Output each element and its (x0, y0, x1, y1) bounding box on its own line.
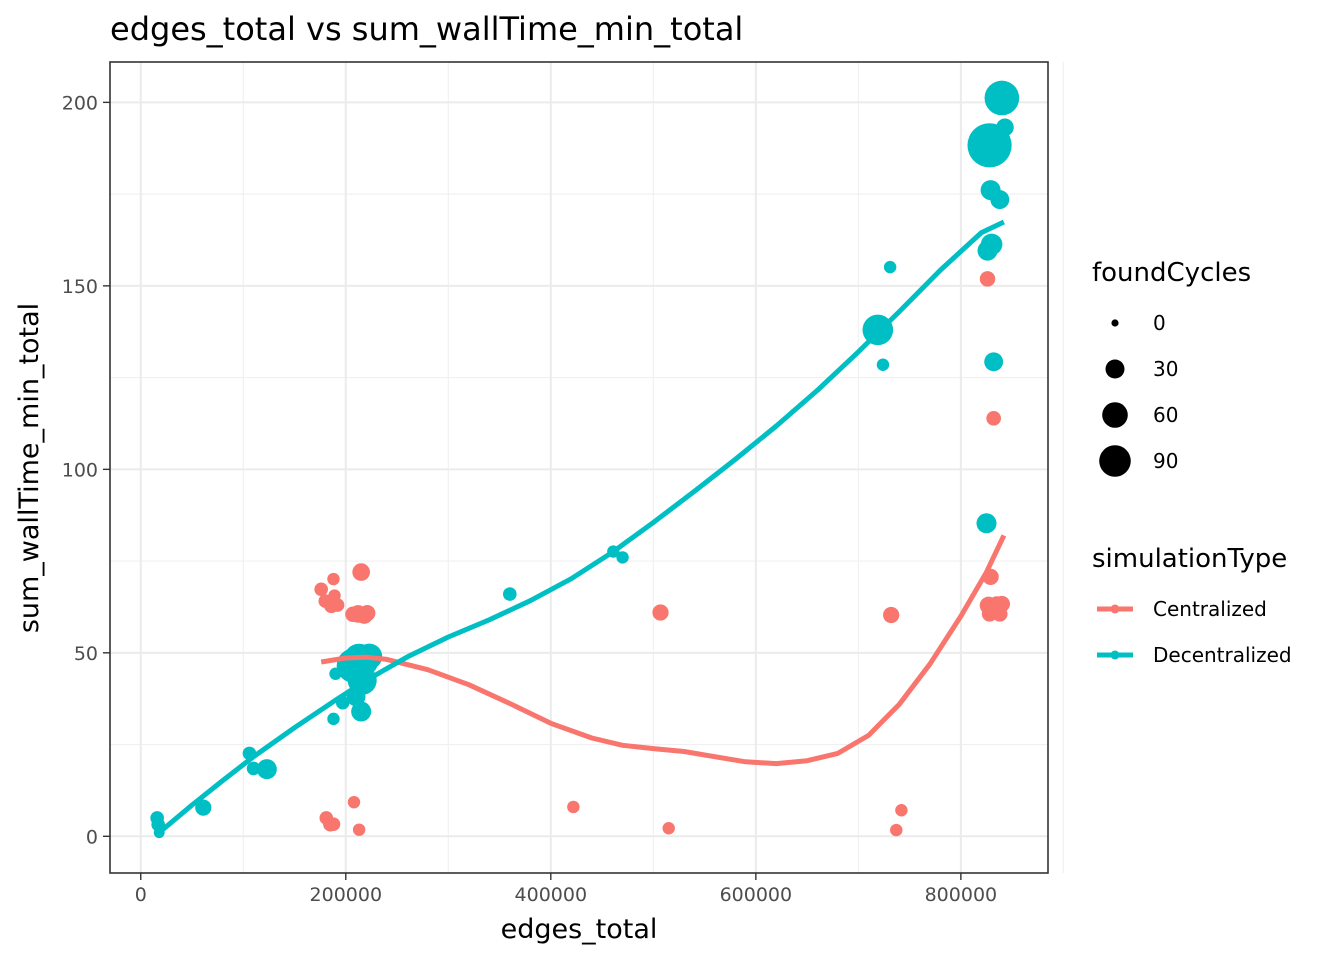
smooth-line-centralized (320, 534, 1007, 767)
x-tick-label: 600000 (720, 884, 793, 906)
chart-title: edges_total vs sum_wallTime_min_total (110, 10, 743, 48)
data-point-decentralized (246, 761, 261, 776)
x-axis-title: edges_total (501, 914, 658, 945)
plot-panel (110, 62, 1048, 873)
plot-border (109, 61, 1049, 874)
x-tick-label: 0 (135, 884, 147, 906)
legend-color-label: Centralized (1153, 597, 1267, 621)
grid-lines (110, 62, 1064, 873)
data-point-decentralized (195, 799, 212, 816)
data-point-centralized (567, 800, 580, 814)
legend-size-label: 60 (1153, 403, 1178, 427)
legend-color-key-dot (1110, 650, 1120, 660)
legend-color-label: Decentralized (1153, 643, 1292, 667)
legend-size-label: 30 (1153, 357, 1178, 381)
data-point-centralized (314, 582, 328, 597)
data-point-centralized (359, 605, 376, 622)
data-point-decentralized (984, 352, 1004, 372)
data-point-centralized (883, 606, 900, 624)
data-point-centralized (652, 604, 669, 621)
data-point-decentralized (977, 240, 998, 261)
data-point-centralized (979, 271, 996, 287)
y-tick-label: 100 (62, 459, 98, 481)
legend-color-key-dot (1110, 604, 1120, 614)
x-tick-label: 800000 (925, 884, 998, 906)
legend-size-key (1111, 319, 1119, 327)
data-point-centralized (326, 817, 341, 831)
y-axis-title: sum_wallTime_min_total (14, 303, 45, 633)
data-point-centralized (662, 822, 675, 835)
data-point-decentralized (502, 587, 517, 601)
data-point-centralized (895, 804, 908, 817)
data-point-centralized (352, 823, 366, 836)
legend-simulation-type: simulationType Centralized Decentralized (1092, 544, 1292, 667)
data-point-decentralized (256, 759, 277, 780)
data-point-centralized (327, 572, 340, 586)
data-point-decentralized (990, 190, 1010, 210)
legend-size-title: foundCycles (1092, 258, 1251, 288)
data-point-centralized (890, 823, 903, 837)
x-tick-label: 200000 (310, 884, 383, 906)
legend-size-key (1102, 402, 1128, 428)
y-axis: 0 50 100 150 200 (62, 92, 110, 848)
y-tick-label: 150 (62, 276, 98, 298)
data-point-centralized (992, 606, 1008, 622)
data-point-decentralized (883, 260, 897, 274)
legend-size-key (1105, 359, 1125, 379)
data-point-centralized (986, 411, 1001, 426)
y-tick-label: 0 (86, 826, 98, 848)
data-point-decentralized (616, 551, 629, 564)
data-point-decentralized (329, 667, 342, 680)
data-point-decentralized (327, 712, 340, 726)
data-point-centralized (352, 563, 370, 581)
data-point-centralized (347, 795, 361, 809)
data-point-decentralized (876, 358, 890, 371)
smooth-lines (157, 219, 1007, 835)
data-point-decentralized (976, 513, 997, 534)
data-point-centralized (328, 589, 341, 602)
legend-size-label: 0 (1153, 311, 1166, 335)
y-tick-label: 50 (74, 643, 98, 665)
data-point-decentralized (984, 80, 1020, 116)
data-point-centralized (345, 606, 361, 623)
x-tick-label: 400000 (515, 884, 588, 906)
legend-color-title: simulationType (1092, 544, 1287, 574)
x-axis: 0 200000 400000 600000 800000 (135, 873, 997, 906)
smooth-line-decentralized (157, 219, 1005, 835)
data-point-decentralized (996, 118, 1014, 137)
legend-found-cycles: foundCycles 0 30 60 90 (1092, 258, 1251, 477)
y-tick-label: 200 (62, 92, 98, 114)
data-point-decentralized (351, 701, 372, 722)
legend-size-key (1099, 445, 1131, 477)
legend-size-label: 90 (1153, 449, 1178, 473)
